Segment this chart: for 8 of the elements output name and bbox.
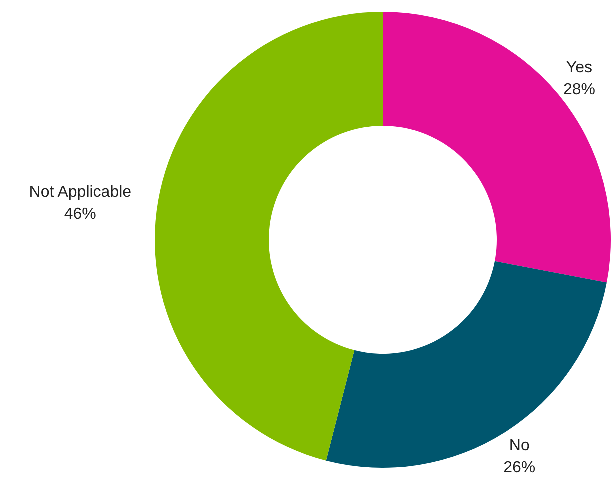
data-label: 28%	[563, 81, 596, 98]
donut-slice	[383, 12, 611, 283]
data-label: 46%	[64, 206, 96, 223]
slice-label: Yes	[566, 59, 593, 76]
slice-label: Not Applicable	[29, 184, 132, 201]
data-label: 26%	[504, 459, 536, 476]
slice-label: No	[509, 437, 530, 454]
donut-slice	[155, 12, 383, 461]
